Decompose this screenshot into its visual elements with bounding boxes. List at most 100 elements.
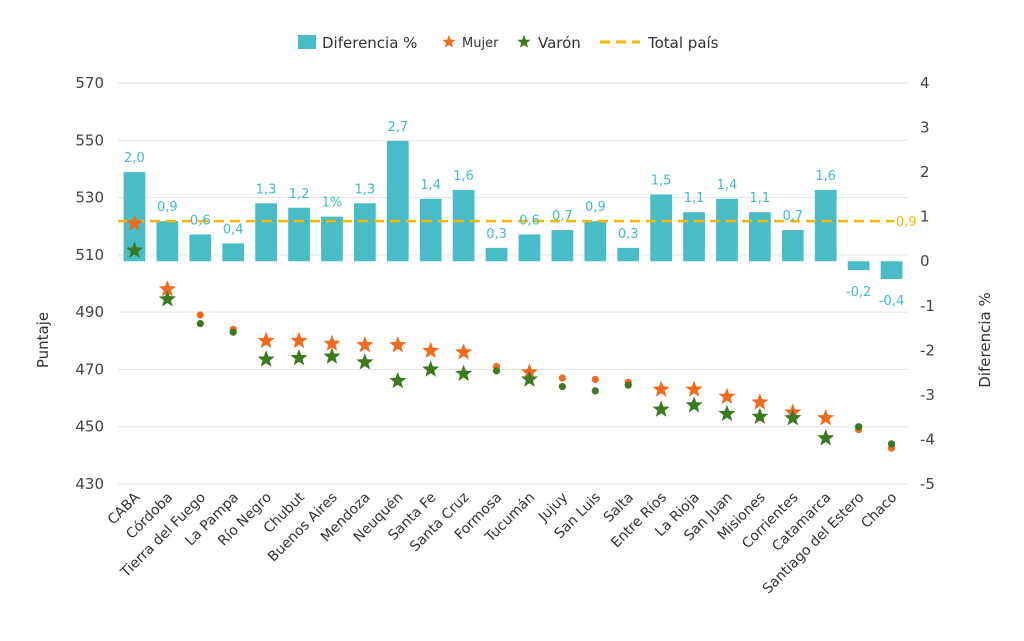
legend-label-total: Total país [647,34,719,52]
right-tick-label: -1 [920,297,935,315]
mujer-star-marker [323,334,341,351]
bar-value-label: -0,2 [846,285,871,300]
bar-value-label: 2,7 [387,120,408,135]
bar-value-label: 1,2 [289,187,310,202]
mujer-star-marker [817,409,835,426]
right-tick-label: -4 [920,430,935,448]
varon-dot-marker [196,320,204,328]
bar-value-label: 0,4 [223,222,244,237]
mujer-star-marker [718,387,736,404]
varon-star-marker [784,409,802,426]
bar-value-label: 1% [322,196,343,211]
varon-dot-marker [558,383,566,391]
legend-swatch-mujer [442,35,456,48]
right-tick-label: 2 [920,163,930,181]
bar-value-label: 0,6 [519,213,540,228]
left-tick-label: 490 [75,303,104,321]
varon-star-marker [718,404,736,422]
right-tick-label: 3 [920,119,930,137]
bar-value-label: 1,6 [815,169,836,184]
legend-label-varon: Varón [538,34,581,52]
bar-value-label: 0,9 [585,200,606,215]
bar [354,203,376,262]
bar [880,261,903,280]
bar-value-label: 0,3 [486,227,507,242]
varon-star-marker [455,364,473,382]
mujer-star-marker [751,393,769,410]
bar-value-label: 1,6 [453,169,474,184]
bar [321,216,343,262]
bar [222,243,245,262]
category-label: Chaco [858,490,900,532]
mujer-star-marker [125,214,144,231]
left-tick-label: 430 [75,475,104,493]
bar-value-label: 1,5 [651,173,672,188]
right-tick-label: -2 [920,341,935,359]
legend: Diferencia % Mujer Varón Total país [298,34,719,52]
legend-label-diferencia: Diferencia % [322,34,417,52]
bar-value-label: 1,3 [355,182,376,197]
bar [518,234,541,262]
left-tick-label: 510 [75,246,104,264]
mujer-star-marker [389,336,407,353]
mujer-star-marker [455,343,473,360]
bar [781,230,804,262]
mujer-star-marker [356,336,374,353]
left-tick-label: 530 [75,189,104,207]
left-axis-ticks: 430 450 470 490 510 530 550 570 [75,74,104,493]
mujer-star-marker [685,380,703,397]
varon-star-marker [751,407,769,424]
bar-value-label: -0,4 [879,294,904,309]
bar [650,194,672,262]
bar-value-label: 0,7 [552,209,573,224]
right-tick-label: -5 [920,475,935,493]
varon-dot-marker [887,440,896,448]
right-axis-ticks: -5 -4 -3 -2 -1 0 1 2 3 4 [920,74,935,493]
bar [288,207,310,262]
varon-star-marker [422,360,440,377]
varon-star-marker [389,371,407,389]
bar [683,212,705,262]
bar [749,212,771,262]
mujer-star-marker [290,331,308,349]
right-axis-label: Diferencia % [976,292,994,387]
varon-star-marker [685,396,703,413]
right-tick-label: 0 [920,252,930,270]
bar-value-label: 0,9 [157,200,178,215]
mujer-star-marker [652,380,670,397]
bar-labels: 2,0 0,9 0,6 0,4 1,3 1,2 1% 1,3 2,7 1,4 1,6 0,3 0,6 0,… [124,120,904,309]
left-tick-label: 570 [75,74,104,92]
varon-star-marker [520,370,539,387]
bar [584,221,607,262]
varon-dot-marker [591,387,599,395]
left-axis-label: Puntaje [34,312,52,368]
left-tick-label: 550 [75,131,104,149]
bar-value-label: 1,1 [684,191,705,206]
bar [255,203,277,262]
mujer-dot-marker [196,311,204,319]
gridlines [118,82,908,485]
bar [551,230,574,262]
bar [716,198,738,262]
varon-star-marker [323,347,341,364]
total-line: 0,9 [118,215,917,230]
varon-star-marker [290,348,308,366]
left-tick-label: 450 [75,418,104,436]
bars [123,140,903,280]
left-tick-label: 470 [75,360,104,378]
total-pais-label: 0,9 [896,215,917,230]
right-tick-label: 1 [920,208,930,226]
markers [125,214,896,452]
bar [452,189,475,262]
bar-value-label: 0,6 [190,213,211,228]
bar-value-label: 1,4 [420,178,441,193]
varon-star-marker [257,350,275,367]
legend-swatch-varon [517,35,531,48]
bar [814,189,837,262]
legend-label-mujer: Mujer [462,36,499,51]
bar-value-label: 1,3 [256,182,277,197]
varon-star-marker [356,353,374,370]
mujer-star-marker [257,331,275,349]
